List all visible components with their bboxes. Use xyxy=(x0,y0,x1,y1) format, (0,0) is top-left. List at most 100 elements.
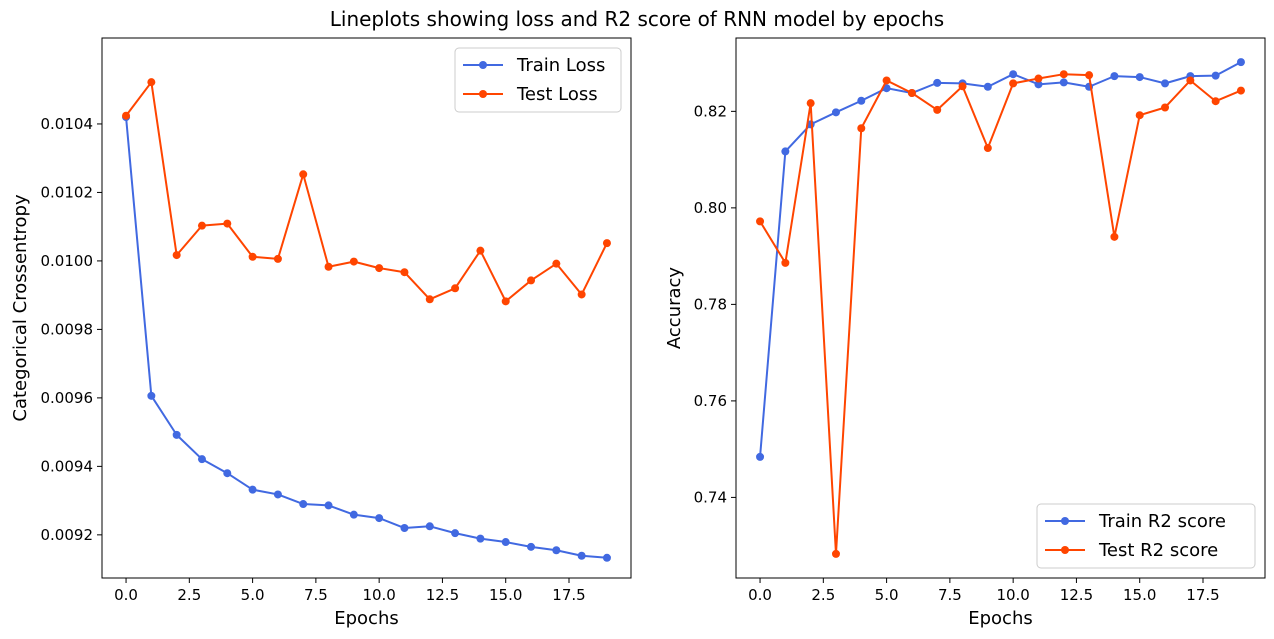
x-tick-label: 15.0 xyxy=(1123,586,1156,604)
y-tick-label: 0.80 xyxy=(694,199,727,217)
data-point xyxy=(1135,111,1144,120)
data-point xyxy=(602,239,611,248)
data-point xyxy=(451,284,460,293)
data-point xyxy=(172,251,181,260)
x-tick-label: 17.5 xyxy=(1186,586,1219,604)
left-chart: 0.0 2.5 5.0 7.5 10.0 12.5 15.0 17.5 0.0092 0.0094… xyxy=(10,37,632,629)
x-axis-label: Epochs xyxy=(968,608,1033,629)
legend-marker xyxy=(1061,546,1069,554)
data-point xyxy=(1034,80,1043,89)
x-tick-label: 12.5 xyxy=(426,586,459,604)
data-point xyxy=(375,264,384,273)
data-point xyxy=(1236,58,1245,67)
x-tick-label: 2.5 xyxy=(811,586,835,604)
legend: Train Loss Test Loss xyxy=(454,47,622,113)
legend-label: Test Loss xyxy=(516,84,598,105)
data-point xyxy=(400,524,409,533)
data-point xyxy=(476,246,485,255)
x-tick-label: 15.0 xyxy=(489,586,522,604)
data-point xyxy=(857,96,866,105)
y-axis-label: Categorical Crossentropy xyxy=(10,194,31,422)
right-chart: 0.0 2.5 5.0 7.5 10.0 12.5 15.0 17.5 0.74 0.76 0.78… xyxy=(664,37,1266,629)
data-point xyxy=(831,549,840,558)
legend: Train R2 score Test R2 score xyxy=(1036,503,1256,569)
data-point xyxy=(197,221,206,230)
data-point xyxy=(172,430,181,439)
data-point xyxy=(958,82,967,91)
axes-frame xyxy=(735,37,1266,579)
y-tick-label: 0.0096 xyxy=(41,389,94,407)
data-point xyxy=(1059,70,1068,79)
y-tick-label: 0.0104 xyxy=(41,115,94,133)
data-point xyxy=(1085,71,1094,80)
legend-marker xyxy=(479,90,487,98)
data-point xyxy=(400,268,409,277)
data-point xyxy=(1009,70,1018,79)
data-point xyxy=(907,89,916,98)
y-tick-label: 0.0094 xyxy=(41,457,94,475)
data-point xyxy=(1186,76,1195,85)
axes-frame xyxy=(101,37,632,579)
x-tick-label: 0.0 xyxy=(748,586,772,604)
figure-title: Lineplots showing loss and R2 score of R… xyxy=(330,7,944,31)
y-tick-label: 0.0092 xyxy=(41,526,94,544)
data-point xyxy=(248,485,257,494)
data-point xyxy=(831,108,840,117)
x-tick-label: 0.0 xyxy=(114,586,138,604)
data-point xyxy=(552,546,561,555)
y-tick-label: 0.78 xyxy=(694,295,727,313)
x-tick-label: 12.5 xyxy=(1060,586,1093,604)
y-axis-label: Accuracy xyxy=(664,267,685,350)
data-point xyxy=(1161,79,1170,88)
y-tick-label: 0.0102 xyxy=(41,183,94,201)
data-point xyxy=(933,78,942,87)
data-point xyxy=(857,124,866,133)
data-point xyxy=(756,452,765,461)
data-point xyxy=(1211,97,1220,106)
series-line-train xyxy=(125,117,608,559)
data-point xyxy=(577,551,586,560)
data-point xyxy=(577,290,586,299)
data-point xyxy=(324,262,333,271)
data-point xyxy=(1110,72,1119,81)
x-tick-label: 7.5 xyxy=(938,586,962,604)
x-axis-label: Epochs xyxy=(334,608,399,629)
data-point xyxy=(552,259,561,268)
data-point xyxy=(273,490,282,499)
data-point xyxy=(501,538,510,547)
data-point xyxy=(756,217,765,226)
data-point xyxy=(602,553,611,562)
legend-box xyxy=(1036,503,1256,569)
legend-marker xyxy=(1061,517,1069,525)
legend-marker xyxy=(479,61,487,69)
data-point xyxy=(1059,78,1068,87)
data-point xyxy=(299,170,308,179)
data-point xyxy=(147,391,156,400)
legend-label: Test R2 score xyxy=(1098,540,1218,561)
data-point xyxy=(781,258,790,267)
legend-label: Train Loss xyxy=(516,55,605,76)
data-point xyxy=(425,522,434,531)
x-tick-label: 10.0 xyxy=(996,586,1029,604)
data-point xyxy=(781,147,790,156)
data-point xyxy=(1135,73,1144,82)
x-tick-label: 7.5 xyxy=(304,586,328,604)
y-tick-label: 0.0100 xyxy=(41,252,94,270)
data-point xyxy=(882,76,891,85)
data-point xyxy=(527,542,536,551)
data-point xyxy=(1161,103,1170,112)
data-point xyxy=(223,469,232,478)
data-point xyxy=(324,501,333,510)
data-point xyxy=(349,510,358,519)
series-line-test xyxy=(125,81,608,303)
data-point xyxy=(223,219,232,228)
data-point xyxy=(425,295,434,304)
data-point xyxy=(375,514,384,523)
data-point xyxy=(1211,71,1220,80)
y-tick-label: 0.0098 xyxy=(41,320,94,338)
x-tick-label: 5.0 xyxy=(241,586,265,604)
x-tick-label: 17.5 xyxy=(552,586,585,604)
data-point xyxy=(122,111,131,120)
data-point xyxy=(1236,86,1245,95)
